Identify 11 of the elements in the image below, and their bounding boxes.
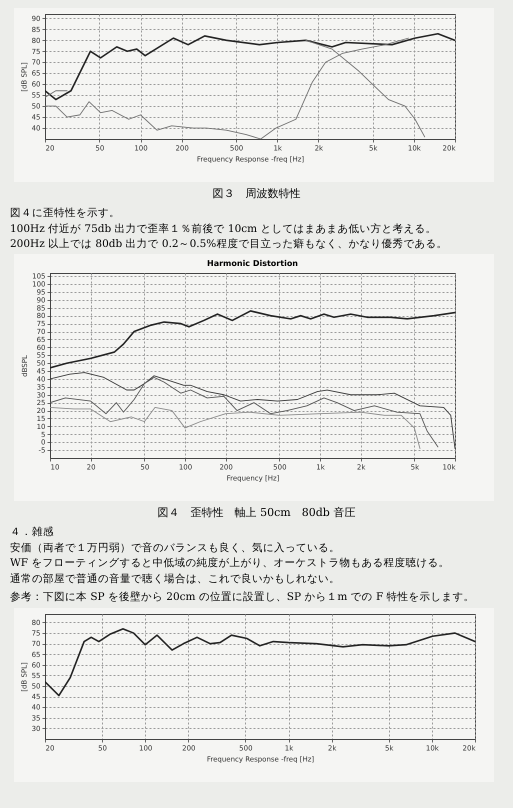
caption: 図４ 歪特性 軸上 50cm 80db 音圧 xyxy=(156,504,356,520)
caption: 図４に歪特性を示す。 xyxy=(10,207,121,221)
text: 100Hz 付近が 75db 出力で歪率１％前後で 10cm としてはまあまあ低い方と考える。 xyxy=(10,222,438,236)
text: 200Hz 以上では 80db 出力で 0.2～0.5%程度で目立った癖もなく、かなり優秀である。 xyxy=(10,238,448,252)
chart-subtitle: 参考：下図に本 SP を後壁から 20cm の位置に設置し、SP から１m での F 特性を示します。 xyxy=(10,590,476,604)
text: WF をフローティングすると中低域の純度が上がり、オーケストラ物もある程度聴ける。 xyxy=(10,557,450,571)
text: ４．雑感 xyxy=(10,526,55,540)
caption: 図３ 周波数特性 xyxy=(212,186,302,201)
text: 安価（両者で１万円弱）で音のバランスも良く、気に入っている。 xyxy=(10,542,341,556)
text: 通常の部屋で普通の音量で聴く場合は、これで良いかもしれない。 xyxy=(10,572,341,586)
chart-title: Harmonic Distortion xyxy=(206,259,298,268)
